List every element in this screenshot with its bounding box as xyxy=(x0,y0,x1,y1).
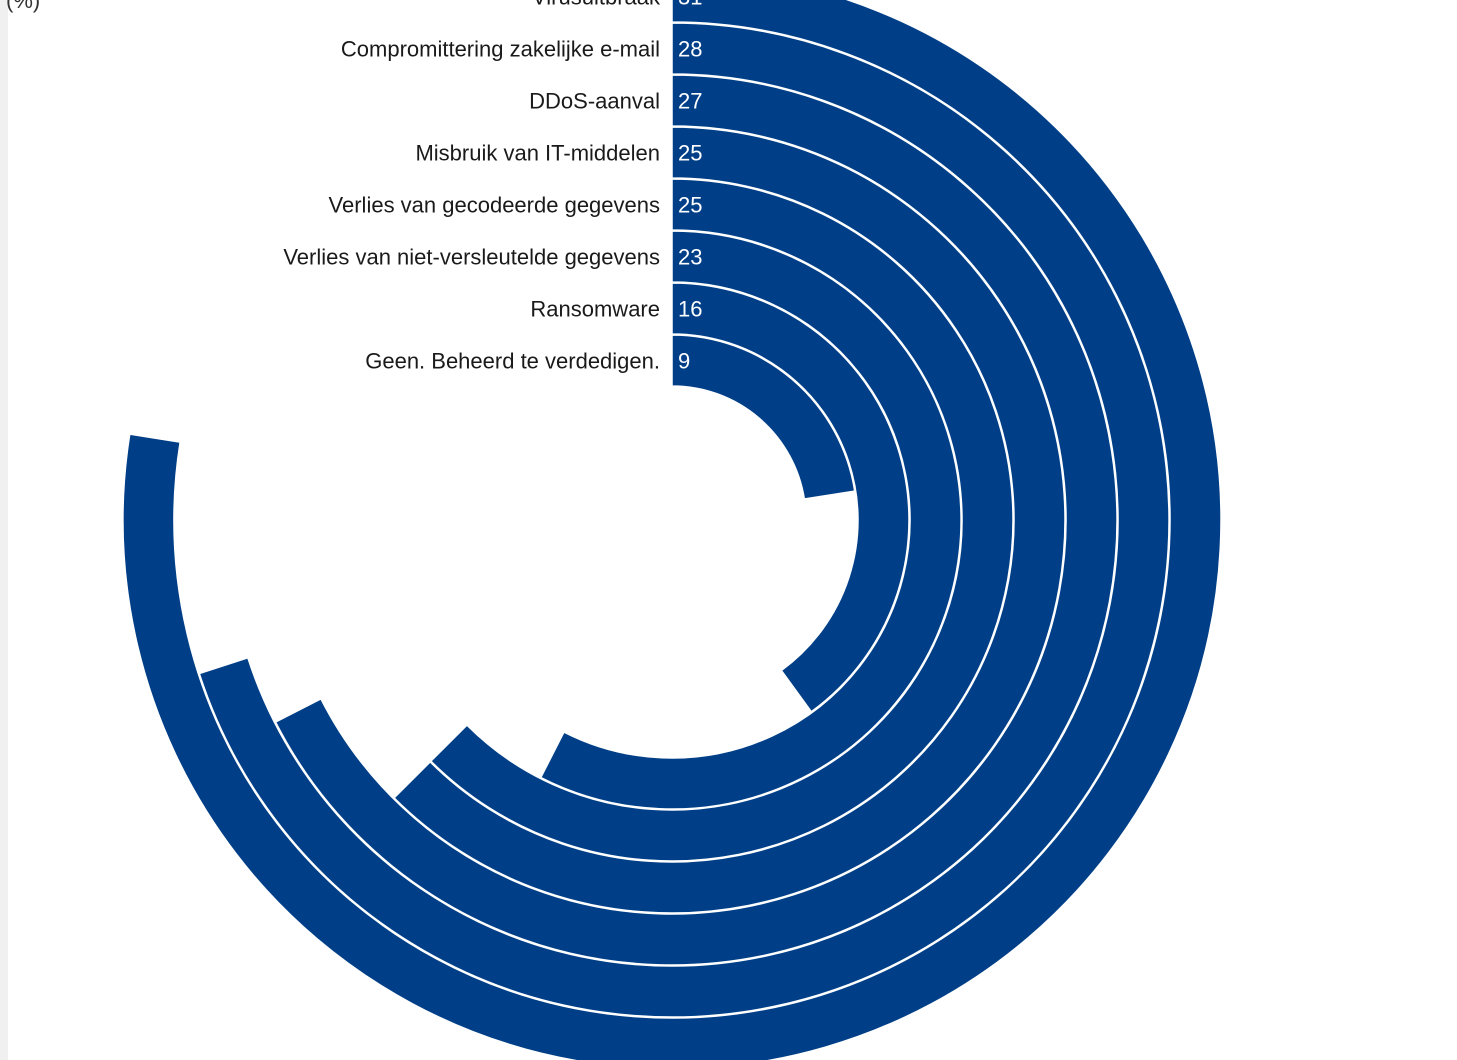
category-label-7: Ransomware xyxy=(530,297,660,322)
bar-6 xyxy=(539,230,962,810)
value-label-4: 25 xyxy=(678,141,702,166)
bar-2 xyxy=(198,22,1170,1018)
value-label-1: 31 xyxy=(678,0,702,10)
value-label-8: 9 xyxy=(678,349,690,374)
category-label-1: Virusuitbraak xyxy=(532,0,661,10)
category-label-4: Misbruik van IT-middelen xyxy=(415,141,660,166)
value-label-6: 23 xyxy=(678,245,702,270)
bar-5 xyxy=(429,178,1014,862)
bar-8 xyxy=(671,334,856,500)
bar-3 xyxy=(274,74,1118,966)
unit-label: (%) xyxy=(6,0,41,13)
labels-layer: Virusuitbraak 31 Compromittering zakelijke… xyxy=(283,0,702,374)
left-margin-strip xyxy=(0,0,8,1060)
category-label-5: Verlies van gecodeerde gegevens xyxy=(329,193,660,218)
category-label-8: Geen. Beheerd te verdedigen. xyxy=(365,349,660,374)
bars-layer xyxy=(122,0,1222,1060)
value-label-5: 25 xyxy=(678,193,702,218)
bar-1 xyxy=(122,0,1222,1060)
category-label-3: DDoS-aanval xyxy=(529,89,660,114)
bar-7 xyxy=(671,282,910,713)
value-label-7: 16 xyxy=(678,297,702,322)
category-label-2: Compromittering zakelijke e-mail xyxy=(341,37,660,62)
value-label-3: 27 xyxy=(678,89,702,114)
category-label-6: Verlies van niet-versleutelde gegevens xyxy=(283,245,660,270)
value-label-2: 28 xyxy=(678,37,702,62)
